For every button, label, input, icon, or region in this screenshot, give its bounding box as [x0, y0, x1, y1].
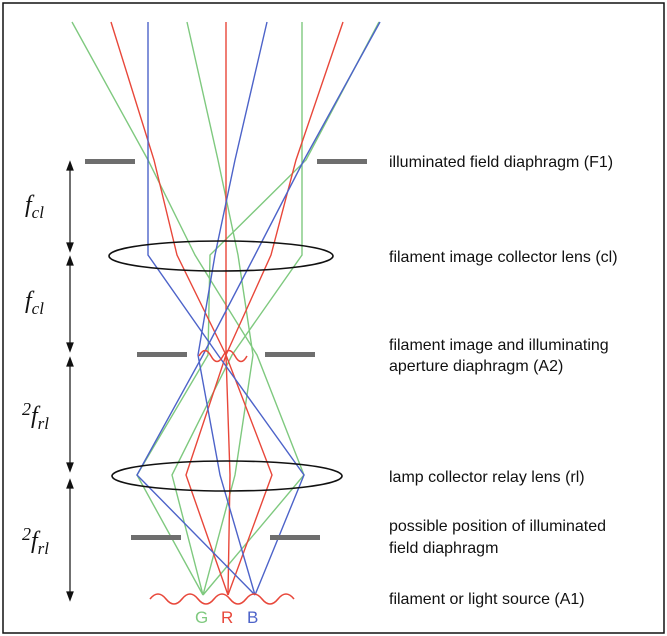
label-a2-line1: filament image and illuminating: [389, 337, 609, 354]
f1-diaphragm-right: [317, 159, 367, 164]
blue-ray: [147, 22, 305, 596]
green-ray: [186, 21, 254, 596]
filament-image-wave: [198, 349, 248, 363]
label-possible-line1: possible position of illuminated: [389, 518, 606, 535]
frl-label-2: 2frl: [22, 524, 49, 558]
f1-diaphragm-left: [85, 159, 135, 164]
collector-lens: [108, 240, 334, 272]
diaphragms: [85, 159, 367, 540]
green-ray: [136, 21, 380, 596]
possible-diaphragm-left: [131, 535, 181, 540]
label-cl: filament image collector lens (cl): [389, 249, 618, 266]
frl-label-1: 2frl: [22, 399, 49, 433]
green-ray: [71, 21, 305, 596]
fcl-label-2: fcl: [25, 288, 44, 318]
dimension-arrows: [66, 160, 74, 602]
source-letter-b: B: [247, 608, 258, 627]
red-rays: [110, 21, 344, 596]
red-ray: [225, 22, 231, 596]
label-a2-line2: aperture diaphragm (A2): [389, 358, 563, 375]
a2-diaphragm-left: [137, 352, 187, 357]
relay-lens: [111, 460, 343, 492]
label-a1: filament or light source (A1): [389, 591, 585, 608]
possible-diaphragm-right: [270, 535, 320, 540]
red-ray: [110, 21, 273, 596]
label-rl: lamp collector relay lens (rl): [389, 469, 585, 486]
source-letter-r: R: [221, 608, 233, 627]
green-ray: [171, 22, 303, 596]
label-f1: illuminated field diaphragm (F1): [389, 154, 613, 171]
source-letter-g: G: [195, 608, 208, 627]
blue-ray: [197, 21, 268, 596]
filament-source-wave: [149, 593, 295, 605]
red-ray: [185, 21, 344, 596]
label-possible-line2: field diaphragm: [389, 540, 498, 557]
fcl-label-1: fcl: [25, 192, 44, 222]
blue-rays: [136, 21, 381, 596]
a2-diaphragm-right: [265, 352, 315, 357]
blue-ray: [136, 21, 381, 596]
